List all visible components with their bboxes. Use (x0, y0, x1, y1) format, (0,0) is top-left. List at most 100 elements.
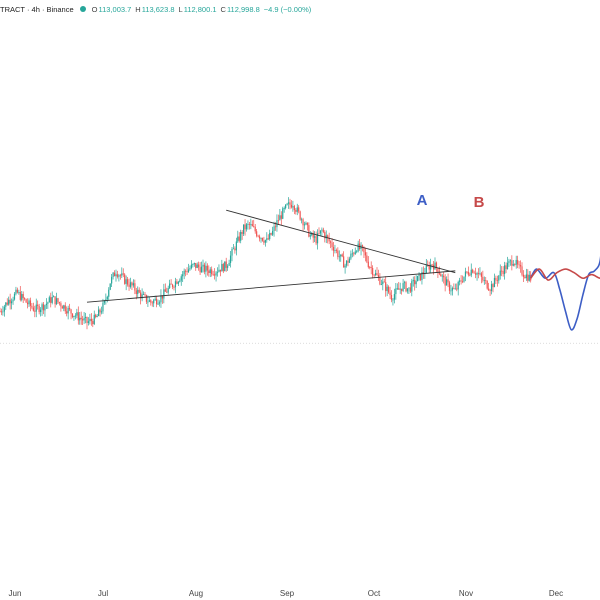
candle-body (234, 248, 236, 251)
candle-body (263, 240, 265, 243)
candle-body (125, 279, 127, 284)
candle-body (386, 286, 388, 292)
candle-body (266, 238, 268, 241)
candle-body (514, 264, 516, 265)
candle-body (41, 304, 43, 310)
candle-body (376, 273, 378, 276)
candle-body (431, 264, 433, 266)
candle-body (192, 264, 194, 265)
candle-body (411, 281, 413, 292)
candle-body (190, 264, 192, 269)
candle-body (158, 302, 161, 304)
open-value: 113,003.7 (98, 4, 132, 14)
candle-body (385, 282, 387, 292)
candle-body (521, 266, 523, 275)
candle-body (26, 302, 29, 305)
candle-body (21, 294, 23, 300)
candle-body (66, 311, 68, 314)
candle-body (408, 287, 410, 289)
candle-body (464, 271, 467, 277)
candle-body (111, 276, 113, 284)
candle-body (209, 269, 211, 273)
candle-body (103, 300, 105, 303)
candle-body (354, 251, 356, 255)
candle-body (321, 229, 323, 231)
candle-body (6, 302, 8, 305)
candle-body (350, 253, 352, 259)
candle-body (231, 248, 233, 256)
candle-body (79, 317, 81, 321)
candle-body (309, 235, 311, 237)
candle-body (127, 279, 129, 285)
candle-body (379, 277, 381, 285)
candle-body (335, 250, 337, 251)
candle-body (129, 282, 132, 287)
candle-body (28, 300, 30, 305)
candle-body (37, 304, 39, 307)
candle-body (340, 254, 342, 257)
candle-body (60, 303, 62, 307)
candle-body (132, 283, 134, 286)
candle-body (325, 235, 327, 239)
candle-body (327, 235, 329, 238)
candle-body (83, 317, 85, 321)
candle-body (128, 284, 130, 287)
low-key: L (178, 4, 183, 14)
candle-body (70, 309, 72, 314)
candle-body (522, 274, 525, 277)
candle-body (525, 274, 527, 279)
candle-body (493, 277, 496, 288)
candle-body (12, 299, 14, 302)
candle-body (289, 202, 291, 205)
candle-body (134, 283, 136, 291)
candle-body (466, 271, 468, 273)
candle-body (295, 210, 297, 212)
candle-body (282, 208, 284, 219)
candle-body (109, 283, 111, 290)
candle-body (167, 288, 169, 293)
candle-body (180, 276, 182, 281)
candle-body (240, 231, 242, 241)
candle-body (224, 261, 226, 272)
scenario-b-path (530, 268, 600, 281)
candle-body (345, 260, 348, 266)
candle-body (367, 261, 369, 268)
candle-body (202, 264, 204, 267)
candle-body (363, 246, 365, 253)
candle-body (299, 211, 301, 220)
candle-body (87, 321, 90, 323)
candle-body (238, 236, 240, 241)
candle-body (211, 269, 213, 275)
candle-body (256, 231, 258, 236)
low-value: 112,800.1 (183, 4, 217, 14)
candle-body (99, 309, 101, 313)
candle-body (31, 305, 33, 308)
candle-body (15, 289, 17, 294)
candle-body (148, 300, 150, 302)
candle-body (11, 301, 13, 304)
candle-body (113, 272, 116, 277)
candle-body (74, 315, 76, 317)
scenario-a-path (529, 256, 600, 331)
candle-body (459, 280, 461, 282)
candle-body (508, 261, 510, 263)
candle-body (393, 294, 395, 300)
candle-body (183, 270, 185, 275)
candle-body (193, 262, 195, 265)
candle-body (116, 274, 119, 277)
candle-body (356, 251, 358, 253)
candle-body (212, 274, 214, 275)
candle-body (305, 222, 307, 225)
candle-body (351, 253, 353, 255)
candle-body (270, 233, 272, 235)
candle-body (203, 264, 206, 272)
candle-body (401, 288, 403, 291)
candle-body (241, 231, 243, 234)
candle-body (57, 298, 59, 303)
candle-body (446, 279, 448, 286)
candle-body (435, 262, 438, 268)
candle-body (338, 256, 340, 258)
candle-body (457, 281, 459, 290)
candle-body (280, 215, 282, 219)
